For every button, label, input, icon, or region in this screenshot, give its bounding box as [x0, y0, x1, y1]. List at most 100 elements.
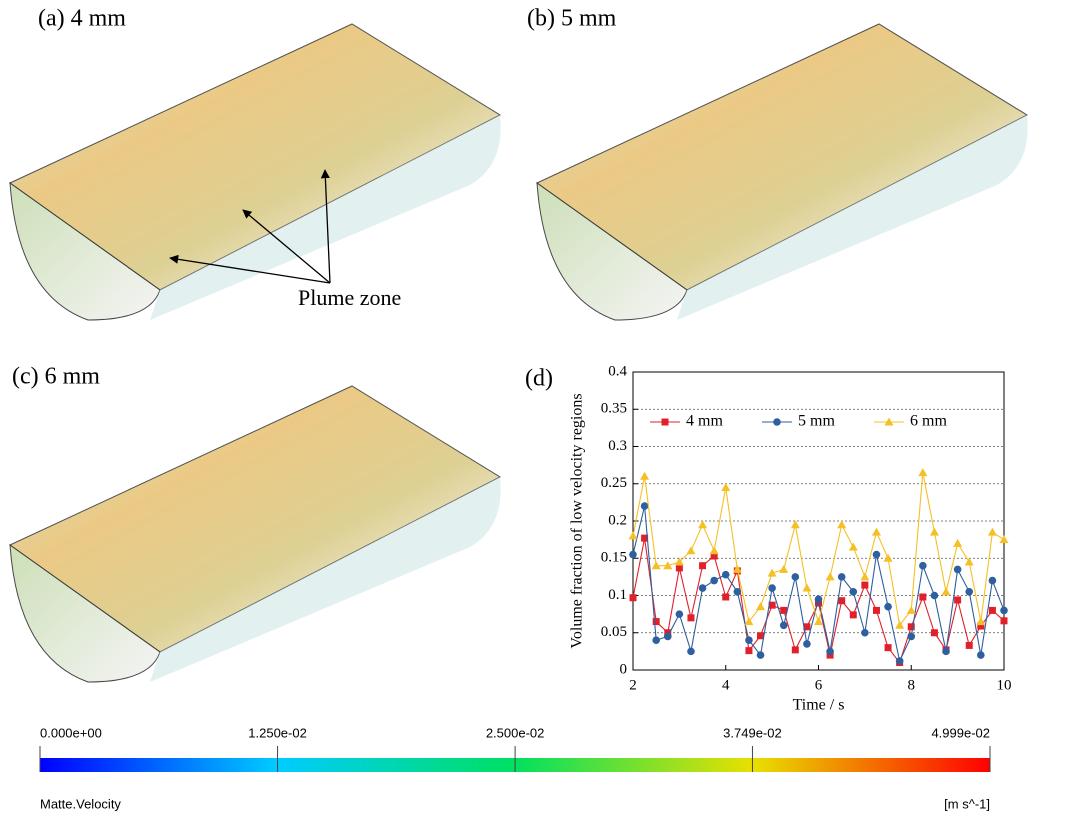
marker	[773, 418, 781, 426]
marker	[768, 584, 776, 592]
panel-label: (c) 6 mm	[12, 364, 100, 390]
marker	[710, 577, 718, 585]
marker	[629, 531, 638, 539]
x-axis-label: Time / s	[793, 697, 845, 714]
marker	[884, 554, 893, 562]
marker	[989, 607, 996, 614]
marker	[954, 566, 962, 574]
render-b	[537, 24, 1028, 320]
marker	[687, 648, 695, 656]
marker	[826, 648, 834, 656]
colorbar-unit: [m s^-1]	[944, 796, 990, 811]
y-tick-label: 0.35	[601, 401, 627, 417]
marker	[676, 610, 684, 618]
legend-label: 4 mm	[686, 413, 723, 430]
marker	[792, 573, 800, 581]
colorbar-tick-label: 0.000e+00	[40, 725, 102, 740]
marker	[873, 551, 881, 559]
y-tick-label: 0	[620, 661, 628, 677]
panel-label: (b) 5 mm	[527, 6, 617, 32]
colorbar-tick-label: 3.749e-02	[723, 725, 782, 740]
render-a	[10, 24, 501, 320]
marker	[849, 543, 858, 551]
colorbar: Matte.Velocity [m s^-1] 0.000e+00 1.250e-…	[40, 725, 990, 811]
marker	[861, 582, 868, 589]
marker	[745, 647, 752, 654]
marker	[792, 646, 799, 653]
y-tick-label: 0.3	[608, 438, 627, 454]
marker	[907, 633, 915, 641]
marker	[1001, 617, 1008, 624]
marker	[873, 607, 880, 614]
colorbar-label: Matte.Velocity	[40, 796, 121, 811]
y-axis-label: Volume fraction of low velocity regions	[569, 393, 586, 648]
marker	[988, 528, 997, 536]
marker	[930, 528, 939, 536]
marker	[699, 562, 706, 569]
marker	[850, 611, 857, 618]
x-tick-label: 4	[722, 677, 730, 693]
marker	[1000, 607, 1008, 615]
marker	[686, 546, 695, 554]
panel-label: (a) 4 mm	[38, 6, 126, 32]
marker	[734, 588, 742, 596]
y-tick-label: 0.4	[608, 363, 627, 379]
marker	[791, 520, 800, 528]
colorbar-tick-label: 2.500e-02	[486, 725, 545, 740]
marker	[919, 562, 927, 570]
marker	[965, 588, 973, 596]
marker	[757, 651, 765, 659]
marker	[860, 572, 869, 580]
marker	[640, 472, 649, 480]
marker	[802, 584, 811, 592]
x-tick-label: 10	[997, 677, 1012, 693]
marker	[699, 584, 707, 592]
marker	[779, 565, 788, 573]
legend-label: 6 mm	[910, 413, 947, 430]
marker	[745, 636, 753, 644]
marker	[652, 636, 660, 644]
marker	[664, 633, 672, 641]
marker	[803, 640, 811, 648]
y-tick-label: 0.25	[601, 475, 627, 491]
marker	[710, 546, 719, 554]
marker	[641, 502, 649, 510]
x-tick-label: 6	[815, 677, 823, 693]
marker	[954, 596, 961, 603]
marker	[965, 557, 974, 565]
marker	[942, 587, 951, 595]
x-tick-label: 2	[629, 677, 637, 693]
marker	[838, 597, 845, 604]
marker	[896, 657, 904, 665]
marker	[907, 606, 916, 614]
marker	[918, 468, 927, 476]
colorbar-tick-label: 1.250e-02	[248, 725, 307, 740]
marker	[966, 642, 973, 649]
marker	[676, 564, 683, 571]
marker	[838, 573, 846, 581]
marker	[977, 651, 985, 659]
marker	[826, 572, 835, 580]
marker	[722, 571, 730, 579]
marker	[687, 614, 694, 621]
chart-title: (d)	[525, 366, 553, 392]
colorbar-tick-label: 4.999e-02	[931, 725, 990, 740]
marker	[849, 588, 857, 596]
marker	[953, 539, 962, 547]
marker	[756, 602, 765, 610]
marker	[931, 629, 938, 636]
y-tick-label: 0.1	[608, 587, 627, 603]
marker	[989, 577, 997, 585]
marker	[861, 629, 869, 637]
marker	[885, 644, 892, 651]
marker	[698, 520, 707, 528]
marker	[722, 593, 729, 600]
marker	[884, 603, 892, 611]
marker	[837, 520, 846, 528]
annotation: Plume zone	[298, 285, 401, 310]
legend-label: 5 mm	[798, 413, 835, 430]
marker	[630, 594, 637, 601]
marker	[780, 622, 788, 630]
y-tick-label: 0.15	[601, 550, 627, 566]
